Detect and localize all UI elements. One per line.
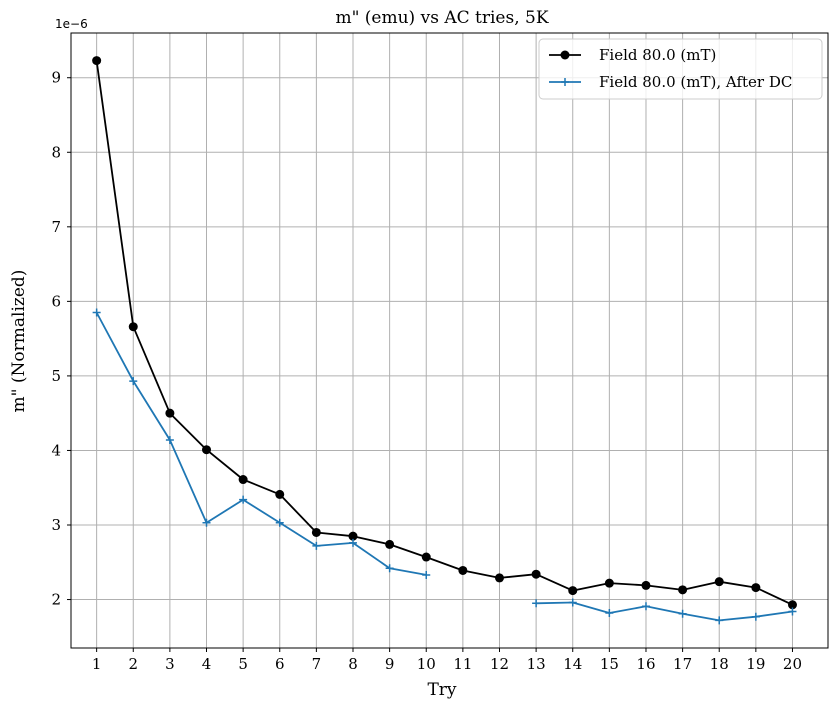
data-point [348, 538, 357, 547]
data-point [605, 608, 614, 617]
x-axis-ticks: 1 2 3 4 5 6 7 8 9 10 11 12 13 14 15 16 17 18 19 20 [92, 648, 802, 673]
data-point [348, 531, 358, 541]
data-point [604, 578, 614, 588]
data-point [532, 599, 541, 608]
data-point [202, 518, 211, 527]
legend-label: Field 80.0 (mT), After DC [599, 73, 792, 91]
data-point [421, 552, 431, 562]
data-point [312, 541, 321, 550]
x-tick-label: 12 [490, 655, 509, 673]
x-tick-label: 5 [238, 655, 248, 673]
x-tick-label: 1 [92, 655, 102, 673]
x-axis-label: Try [427, 680, 456, 700]
data-point [568, 598, 577, 607]
data-point [568, 586, 578, 596]
data-point [128, 322, 138, 332]
y-tick-label: 4 [51, 441, 61, 459]
x-tick-label: 15 [600, 655, 619, 673]
legend-label: Field 80.0 (mT) [599, 46, 716, 64]
y-tick-label: 7 [51, 218, 61, 236]
data-point [751, 583, 761, 593]
x-tick-label: 17 [673, 655, 692, 673]
x-tick-label: 18 [710, 655, 729, 673]
x-tick-label: 9 [385, 655, 395, 673]
legend: Field 80.0 (mT) Field 80.0 (mT), After DC [538, 38, 823, 100]
data-point [311, 527, 321, 537]
y-tick-label: 3 [51, 516, 61, 534]
x-tick-label: 8 [348, 655, 358, 673]
data-point [714, 577, 724, 587]
data-point [275, 518, 284, 527]
series-line [95, 312, 793, 622]
legend-entry: Field 80.0 (mT), After DC [549, 73, 792, 91]
data-point [494, 573, 504, 583]
y-tick-label: 2 [51, 591, 61, 609]
series-1 [92, 56, 797, 610]
data-point [202, 445, 212, 455]
data-point [238, 475, 248, 485]
grid [71, 33, 828, 648]
data-point [275, 489, 285, 499]
x-tick-label: 19 [746, 655, 765, 673]
x-tick-label: 7 [312, 655, 322, 673]
data-point [422, 570, 431, 579]
data-point [385, 539, 395, 549]
data-point [678, 585, 688, 595]
y-tick-label: 5 [51, 367, 61, 385]
data-point [458, 565, 468, 575]
legend-entry: Field 80.0 (mT) [549, 46, 716, 64]
data-point [92, 308, 101, 317]
y-axis-ticks: 2 3 4 5 6 7 8 9 [51, 69, 71, 609]
data-point [531, 569, 541, 579]
data-point [165, 408, 175, 418]
x-tick-label: 11 [453, 655, 472, 673]
chart-title: m" (emu) vs AC tries, 5K [335, 8, 548, 28]
data-point [787, 600, 797, 610]
legend-marker [560, 50, 570, 60]
y-tick-label: 9 [51, 69, 61, 87]
series-2 [92, 308, 797, 625]
x-tick-label: 13 [527, 655, 546, 673]
x-tick-label: 10 [417, 655, 436, 673]
legend-marker [561, 78, 569, 86]
legend-box [538, 38, 823, 100]
x-tick-label: 14 [563, 655, 582, 673]
plot-frame [70, 32, 829, 649]
series-line [95, 60, 793, 606]
y-tick-label: 8 [51, 143, 61, 161]
data-point [678, 609, 687, 618]
data-point [751, 612, 760, 621]
data-point [715, 616, 724, 625]
x-tick-label: 16 [636, 655, 655, 673]
x-tick-label: 6 [275, 655, 285, 673]
y-axis-scale-label: 1e−6 [55, 17, 88, 31]
plot-series [92, 56, 797, 625]
data-point [129, 377, 138, 386]
x-tick-label: 2 [128, 655, 138, 673]
x-tick-label: 3 [165, 655, 175, 673]
data-point [165, 436, 174, 445]
x-tick-label: 20 [783, 655, 802, 673]
data-point [788, 607, 797, 616]
data-point [385, 564, 394, 573]
data-point [641, 602, 650, 611]
data-point [641, 580, 651, 590]
data-point [92, 56, 102, 66]
x-tick-label: 4 [202, 655, 212, 673]
y-axis-label: m" (Normalized) [9, 270, 29, 413]
y-tick-label: 6 [51, 292, 61, 310]
data-point [239, 495, 248, 504]
